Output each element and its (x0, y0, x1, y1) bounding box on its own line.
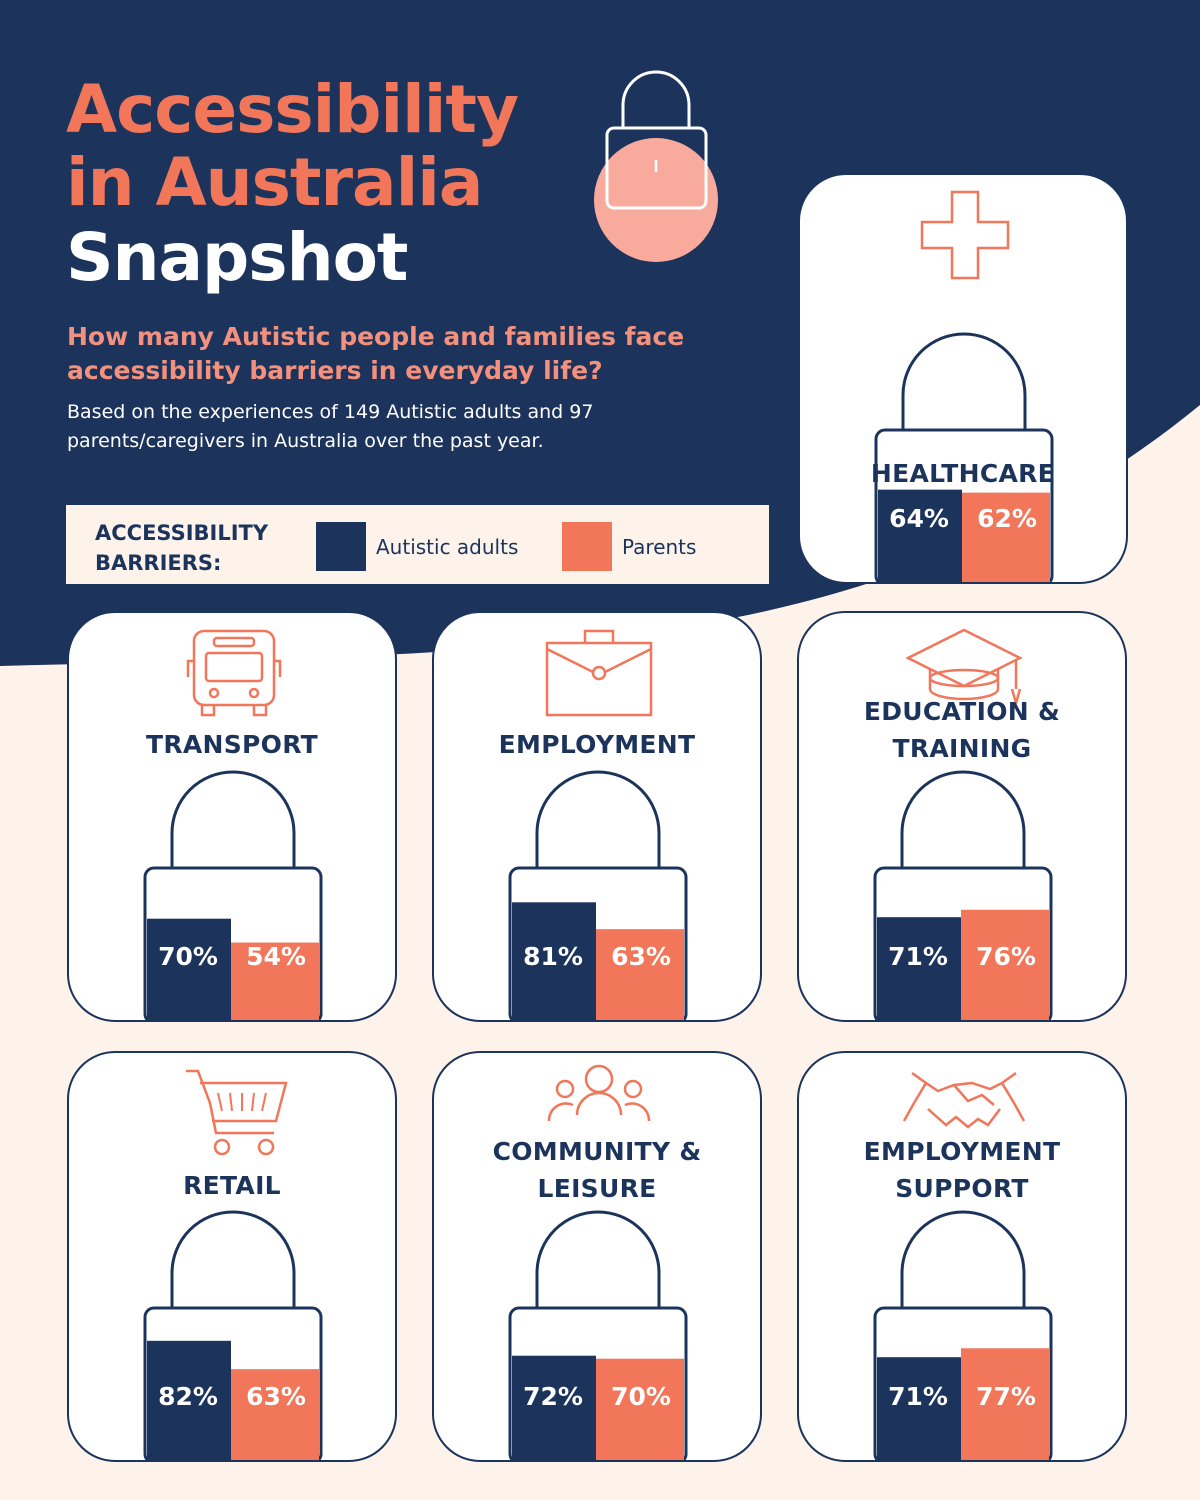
card-graphic: 81% 63% (508, 629, 688, 1020)
question-text: How many Autistic people and families fa… (67, 322, 685, 385)
card-title: TRANSPORT (145, 730, 319, 759)
chart-card-community-leisure: 72% 70% COMMUNITY & LEISURE (432, 1051, 762, 1462)
legend-title: ACCESSIBILITY BARRIERS: (95, 521, 269, 575)
graduation-cap-icon (905, 628, 1023, 708)
title-line-1: Accessibility (66, 71, 519, 148)
value-label-autistic: 81% (523, 942, 583, 971)
legend-label-autistic: Autistic adults (376, 535, 519, 559)
legend: ACCESSIBILITY BARRIERS: Autistic adults … (66, 505, 769, 584)
bar-autistic-adults (147, 1340, 231, 1460)
legend-swatch-parents (562, 522, 612, 571)
value-label-autistic: 72% (523, 1382, 583, 1411)
card-graphic: 70% 54% (143, 629, 323, 1020)
bar-parents (231, 942, 319, 1020)
bar-autistic-adults (877, 1357, 961, 1460)
value-label-parents: 63% (246, 1382, 306, 1411)
handshake-icon (902, 1071, 1026, 1129)
chart-card-retail: 82% 63% RETAIL (67, 1051, 397, 1462)
basis-text: Based on the experiences of 149 Autistic… (67, 401, 594, 452)
card-title: EMPLOYMENT (498, 730, 696, 759)
chart-card-employment-support: 71% 77% EMPLOYMENT SUPPORT (797, 1051, 1127, 1462)
bar-autistic-adults (878, 489, 962, 582)
title-line-2: in Australia (66, 144, 483, 221)
padlock-shackle (535, 770, 661, 868)
bar-autistic-adults (877, 917, 961, 1020)
shopping-cart-icon (186, 1069, 288, 1156)
legend-swatch-autistic (316, 522, 366, 571)
chart-card-education-training: 71% 76% EDUCATION & TRAINING (797, 611, 1127, 1022)
card-graphic: 71% 76% (873, 628, 1053, 1020)
bar-parents (596, 929, 684, 1020)
bar-autistic-adults (512, 1355, 596, 1460)
value-label-parents: 77% (976, 1382, 1036, 1411)
card-graphic: 72% 70% (508, 1064, 688, 1460)
people-icon (547, 1064, 651, 1122)
padlock-shackle (901, 332, 1027, 430)
card-graphic: 71% 77% (873, 1071, 1053, 1460)
value-label-parents: 76% (976, 942, 1036, 971)
value-label-autistic: 82% (158, 1382, 218, 1411)
padlock-shackle (900, 1210, 1026, 1308)
title-line-3: Snapshot (66, 219, 408, 296)
value-label-autistic: 70% (158, 942, 218, 971)
bus-icon (186, 629, 282, 717)
card-title: COMMUNITY & LEISURE (492, 1137, 702, 1203)
card-graphic: 64% 62% (874, 190, 1054, 582)
medical-cross-icon (920, 190, 1010, 280)
bar-parents (231, 1369, 319, 1460)
chart-card-healthcare: 64% 62% HEALTHCARE (798, 173, 1128, 584)
value-label-parents: 54% (246, 942, 306, 971)
bar-parents (961, 1348, 1049, 1460)
bar-parents (961, 909, 1049, 1020)
padlock-shackle (170, 1210, 296, 1308)
value-label-autistic: 71% (888, 1382, 948, 1411)
chart-card-transport: 70% 54% TRANSPORT (67, 611, 397, 1022)
value-label-autistic: 71% (888, 942, 948, 971)
padlock-shackle (900, 770, 1026, 868)
lock-illustration-icon (594, 70, 718, 262)
card-title: RETAIL (183, 1171, 281, 1200)
legend-label-parents: Parents (622, 535, 697, 559)
briefcase-icon (545, 629, 653, 717)
chart-card-employment: 81% 63% EMPLOYMENT (432, 611, 762, 1022)
bar-autistic-adults (512, 902, 596, 1020)
card-title: EDUCATION & TRAINING (863, 697, 1061, 763)
bar-parents (596, 1358, 684, 1460)
value-label-parents: 63% (611, 942, 671, 971)
value-label-parents: 70% (611, 1382, 671, 1411)
bar-parents (962, 492, 1050, 582)
card-graphic: 82% 63% (143, 1069, 323, 1460)
card-title: HEALTHCARE (870, 459, 1056, 488)
value-label-autistic: 64% (889, 504, 949, 533)
padlock-shackle (170, 770, 296, 868)
padlock-shackle (535, 1210, 661, 1308)
card-title: EMPLOYMENT SUPPORT (863, 1137, 1061, 1203)
value-label-parents: 62% (977, 504, 1037, 533)
bar-autistic-adults (147, 918, 231, 1020)
